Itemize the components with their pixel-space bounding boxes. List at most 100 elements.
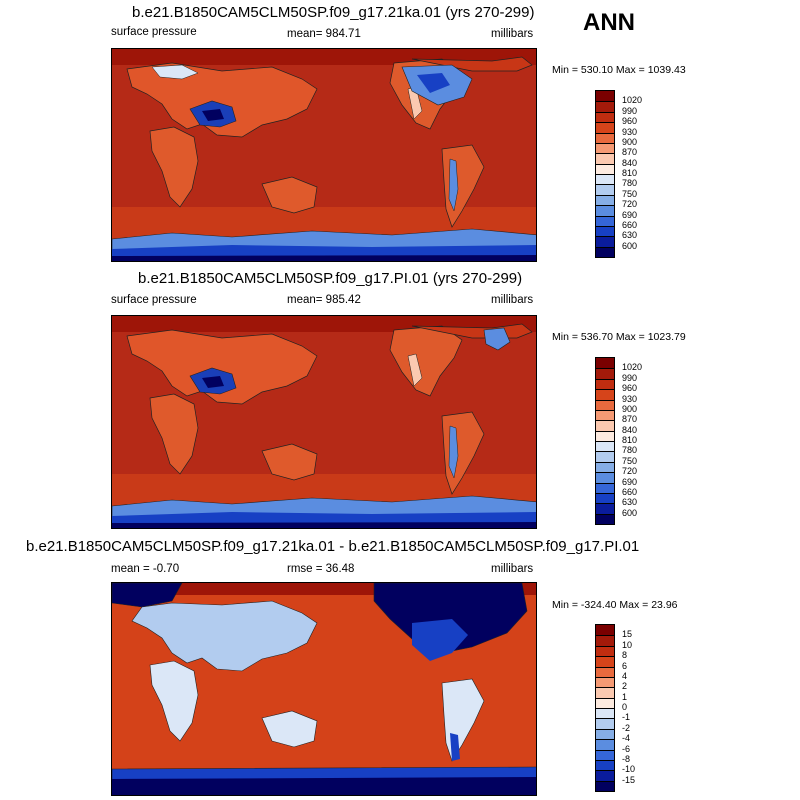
legend-swatch (596, 739, 614, 750)
units-label: millibars (491, 563, 534, 575)
legend-colorbar (595, 90, 615, 258)
legend-swatch (596, 122, 614, 133)
legend-label: 990 (622, 372, 638, 383)
legend-swatch (596, 91, 614, 102)
legend-swatch (596, 420, 614, 431)
legend-swatch (596, 666, 614, 677)
legend-label: 810 (622, 435, 638, 445)
legend-label: 8 (622, 650, 628, 661)
legend-swatch (596, 184, 614, 195)
legend-label: -10 (622, 764, 636, 775)
legend-swatch (596, 194, 614, 206)
legend-label: -1 (622, 712, 631, 723)
legend-swatch (596, 656, 614, 667)
legend-swatch (596, 205, 614, 216)
legend-label: 750 (622, 188, 638, 199)
legend-swatch (596, 492, 614, 504)
legend-label: 1 (622, 691, 628, 702)
legend-swatch (596, 225, 614, 237)
legend-label: -4 (622, 733, 631, 744)
mean-label: mean= 984.71 (287, 28, 361, 40)
mean-label: mean = -0.70 (111, 563, 180, 575)
legend-swatch (596, 513, 614, 524)
legend-swatch (596, 635, 614, 646)
legend-swatch (596, 625, 614, 636)
legend-swatch (596, 132, 614, 143)
legend-swatch (596, 770, 614, 781)
legend-label: 660 (622, 486, 638, 497)
legend-label: 900 (622, 136, 638, 147)
legend-swatch (596, 728, 614, 740)
minmax-label: Min = 536.70 Max = 1023.79 (552, 331, 686, 343)
legend-swatch (596, 399, 614, 410)
legend-swatch (596, 482, 614, 493)
legend-label: 960 (622, 116, 638, 127)
legend-swatch (596, 142, 614, 154)
panel-title: b.e21.B1850CAM5CLM50SP.f09_g17.21ka.01 (… (132, 4, 535, 21)
variable-label: surface pressure (111, 294, 197, 306)
rmse-label: rmse = 36.48 (287, 563, 355, 575)
map-field (112, 49, 536, 261)
units-label: millibars (491, 28, 534, 40)
legend-label: 0 (622, 702, 628, 712)
legend-colorbar (595, 624, 615, 792)
legend-swatch (596, 215, 614, 226)
legend-swatch (596, 718, 614, 729)
legend-swatch (596, 697, 614, 708)
legend-swatch (596, 687, 614, 698)
legend-swatch (596, 368, 614, 379)
legend-swatch (596, 430, 614, 441)
legend-swatch (596, 780, 614, 791)
panel-title: b.e21.B1850CAM5CLM50SP.f09_g17.21ka.01 -… (26, 538, 640, 555)
legend-swatch (596, 389, 614, 400)
legend-swatch (596, 174, 614, 185)
legend-label: -6 (622, 743, 631, 754)
legend-swatch (596, 472, 614, 483)
legend-label: 660 (622, 219, 638, 230)
legend-label: 720 (622, 466, 638, 477)
legend-label: 6 (622, 660, 628, 671)
legend-swatch (596, 409, 614, 421)
legend-label: 1020 (622, 95, 643, 106)
legend-swatch (596, 676, 614, 688)
legend-swatch (596, 441, 614, 452)
legend-label: 720 (622, 199, 638, 210)
legend-swatch (596, 708, 614, 719)
legend-label: 780 (622, 178, 638, 189)
legend-label: 600 (622, 240, 638, 251)
map-field (112, 583, 536, 795)
legend-label: 960 (622, 383, 638, 394)
legend-label: -2 (622, 722, 631, 733)
legend-label: 4 (622, 670, 628, 681)
variable-label: surface pressure (111, 26, 197, 38)
legend-label: 630 (622, 230, 638, 241)
legend-swatch (596, 236, 614, 247)
legend-swatch (596, 163, 614, 174)
legend-label: 10 (622, 639, 633, 650)
legend-label: 750 (622, 455, 638, 466)
legend-label: 15 (622, 629, 633, 640)
legend-label: 870 (622, 414, 638, 425)
minmax-label: Min = 530.10 Max = 1039.43 (552, 64, 686, 76)
season-label: ANN (583, 9, 635, 36)
map-plot (111, 315, 537, 529)
map-plot (111, 48, 537, 262)
legend-label: 630 (622, 497, 638, 508)
legend-label: 1020 (622, 362, 643, 373)
legend-label: 930 (622, 126, 638, 137)
legend-label: 690 (622, 476, 638, 487)
legend-swatch (596, 246, 614, 257)
legend-label: 990 (622, 105, 638, 116)
map-field (112, 316, 536, 528)
legend-label: 690 (622, 209, 638, 220)
legend-swatch (596, 378, 614, 390)
legend-label: 870 (622, 147, 638, 158)
legend-swatch (596, 101, 614, 112)
legend-label: -15 (622, 774, 636, 785)
legend-swatch (596, 358, 614, 369)
legend-label: -8 (622, 753, 631, 764)
legend-swatch (596, 451, 614, 462)
minmax-label: Min = -324.40 Max = 23.96 (552, 599, 678, 611)
legend-label: 930 (622, 393, 638, 404)
legend-colorbar (595, 357, 615, 525)
